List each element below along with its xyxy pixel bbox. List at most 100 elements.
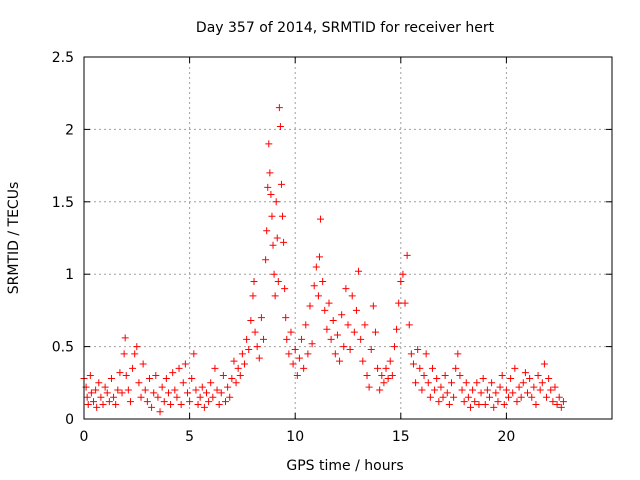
data-point — [249, 292, 257, 300]
data-point — [224, 383, 232, 391]
data-point — [551, 383, 559, 391]
data-point — [555, 393, 563, 401]
data-point — [194, 401, 202, 409]
data-point — [124, 386, 132, 394]
data-point — [262, 256, 270, 264]
data-point — [310, 282, 318, 290]
data-point — [173, 393, 181, 401]
data-point — [99, 401, 107, 409]
data-point — [530, 383, 538, 391]
data-point — [126, 398, 134, 406]
data-point — [426, 393, 434, 401]
data-points — [80, 104, 567, 416]
data-point — [131, 350, 139, 358]
data-point — [277, 180, 285, 188]
data-point — [521, 369, 529, 377]
x-tick-label: 5 — [185, 429, 194, 445]
data-point — [202, 389, 210, 397]
data-point — [509, 389, 517, 397]
data-point — [481, 401, 489, 409]
data-point — [295, 354, 303, 362]
data-point — [121, 334, 129, 342]
data-point — [250, 277, 258, 285]
data-point — [139, 360, 147, 368]
data-point — [263, 227, 271, 235]
data-point — [363, 372, 371, 380]
data-point — [549, 398, 557, 406]
data-point — [342, 285, 350, 293]
data-point — [502, 386, 510, 394]
data-point — [236, 372, 244, 380]
data-point — [150, 389, 158, 397]
tick-labels: 0 5 10 15 20 0 0.5 1 1.5 2 2.5 — [52, 50, 516, 445]
data-point — [107, 374, 115, 382]
data-point — [369, 302, 377, 310]
data-point — [219, 372, 227, 380]
data-point — [526, 374, 534, 382]
data-point — [534, 372, 542, 380]
y-tick-label: 0 — [65, 412, 74, 428]
data-point — [348, 292, 356, 300]
plot-frame — [83, 56, 613, 420]
data-point — [344, 321, 352, 329]
data-point — [86, 372, 94, 380]
data-point — [129, 364, 137, 372]
data-point — [265, 140, 273, 148]
data-point — [167, 401, 175, 409]
data-point — [441, 372, 449, 380]
data-point — [376, 386, 384, 394]
data-point — [466, 403, 474, 411]
ticks-layer — [83, 56, 612, 420]
data-point — [90, 398, 98, 406]
x-tick-label: 20 — [497, 429, 515, 445]
data-point — [282, 314, 290, 322]
data-point — [532, 401, 540, 409]
data-point — [359, 357, 367, 365]
chart-title: Day 357 of 2014, SRMTID for receiver her… — [196, 20, 495, 36]
data-point — [314, 292, 322, 300]
data-point — [257, 314, 265, 322]
data-point — [270, 270, 278, 278]
data-point — [198, 383, 206, 391]
data-point — [420, 372, 428, 380]
data-point — [325, 299, 333, 307]
data-point — [450, 393, 458, 401]
data-point — [103, 389, 111, 397]
data-point — [273, 234, 281, 242]
data-point — [114, 386, 122, 394]
data-point — [319, 277, 327, 285]
data-point — [266, 169, 274, 177]
data-point — [243, 335, 251, 343]
data-point — [528, 393, 536, 401]
data-point — [422, 350, 430, 358]
data-point — [274, 277, 282, 285]
data-point — [101, 383, 109, 391]
data-point — [269, 241, 277, 249]
data-point — [293, 372, 301, 380]
data-point — [329, 317, 337, 325]
data-point — [300, 364, 308, 372]
data-point — [416, 364, 424, 372]
data-point — [443, 389, 451, 397]
data-point — [93, 403, 101, 411]
data-point — [388, 372, 396, 380]
data-point — [238, 350, 246, 358]
data-point — [483, 386, 491, 394]
data-point — [234, 364, 242, 372]
data-point — [475, 401, 483, 409]
data-point — [160, 398, 168, 406]
data-point — [158, 383, 166, 391]
data-point — [279, 212, 287, 220]
data-point — [183, 389, 191, 397]
data-point — [492, 389, 500, 397]
data-point — [317, 215, 325, 223]
data-point — [346, 345, 354, 353]
x-tick-label: 0 — [80, 429, 89, 445]
data-point — [393, 325, 401, 333]
data-point — [217, 389, 225, 397]
data-point — [272, 198, 280, 206]
data-point — [188, 374, 196, 382]
y-tick-label: 1.5 — [52, 195, 74, 211]
data-point — [445, 401, 453, 409]
data-point — [462, 379, 470, 387]
